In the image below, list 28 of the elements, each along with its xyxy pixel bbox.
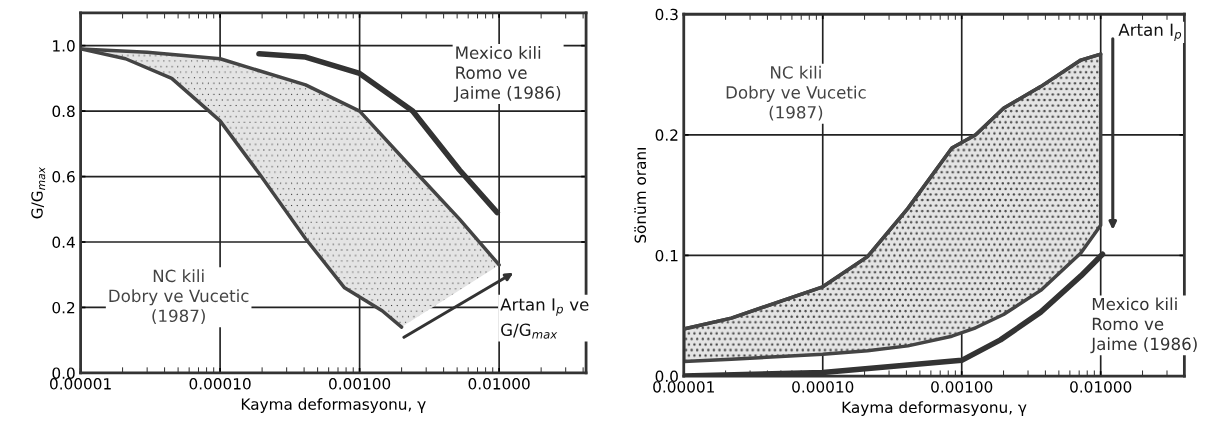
y-tick-label: 0.8 <box>52 105 75 118</box>
x-tick-label: 0.00001 <box>50 378 111 390</box>
y-axis-title: G/G$_{max}$ <box>31 166 46 219</box>
x-tick-label: 0.00010 <box>792 381 854 393</box>
x-tick-label: 0.00100 <box>931 381 993 393</box>
y-tick-label: 0.4 <box>52 236 75 249</box>
y-tick-label: 0.1 <box>655 249 678 262</box>
text: Mexico kili Romo ve Jaime (1986) <box>453 46 561 102</box>
text: NC kili Dobry ve Vucetic (1987) <box>726 65 866 121</box>
text: NC kili Dobry ve Vucetic (1987) <box>109 269 249 325</box>
x-axis-title: Kayma deformasyonu, γ <box>241 398 426 413</box>
y-axis-title: Sönüm oranı <box>634 148 647 243</box>
y-tick-label: 0.2 <box>655 129 678 141</box>
x-tick-label: 0.00100 <box>329 378 391 390</box>
x-axis-title: Kayma deformasyonu, γ <box>842 401 1027 417</box>
x-tick-label: 0.01000 <box>1070 381 1132 393</box>
y-tick-label: 0.3 <box>655 8 678 21</box>
series-label: Mexico kili Romo ve Jaime (1986) <box>1090 297 1197 354</box>
x-tick-label: 0.00010 <box>189 378 251 390</box>
annotation: Artan I$_{p}$ <box>1118 23 1182 41</box>
y-tick-label: 0.0 <box>52 367 75 379</box>
x-tick-label: 0.01000 <box>468 378 530 390</box>
text: Artan I$_{p}$ ve G/G$_{max}$ <box>500 298 589 339</box>
y-tick-label: 1.0 <box>53 40 75 52</box>
y-tick-label: 0.0 <box>655 370 678 383</box>
x-tick-label: 0.00001 <box>653 381 714 393</box>
y-tick-label: 0.6 <box>52 171 75 183</box>
y-tick-label: 0.2 <box>52 301 75 314</box>
